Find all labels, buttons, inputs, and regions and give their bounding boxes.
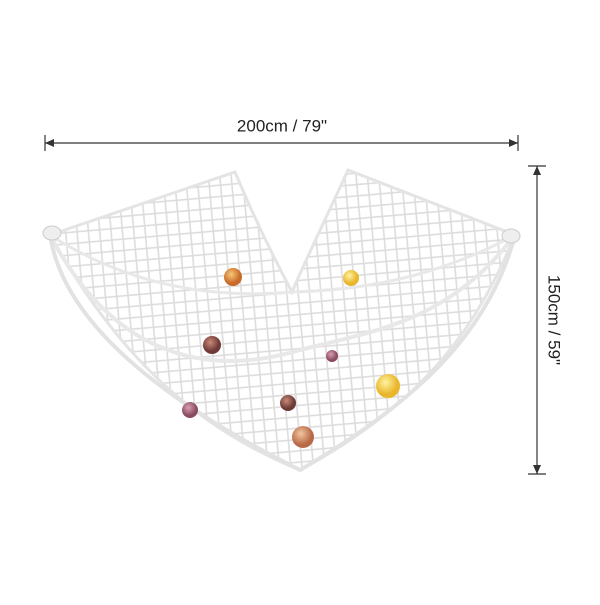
shell (203, 336, 221, 354)
net-rope (49, 233, 516, 296)
shell (224, 268, 242, 286)
net-rope (48, 233, 517, 363)
width-label: 200cm / 79" (237, 116, 327, 135)
shell (280, 395, 296, 411)
height-label: 150cm / 59" (545, 275, 564, 365)
shell (343, 270, 359, 286)
rope-knot (501, 228, 521, 244)
shell (292, 426, 314, 448)
net (47, 168, 517, 472)
net-rope (48, 234, 517, 473)
rope-knot (42, 225, 62, 241)
shell (326, 350, 338, 362)
shell (376, 374, 400, 398)
shell (182, 402, 198, 418)
